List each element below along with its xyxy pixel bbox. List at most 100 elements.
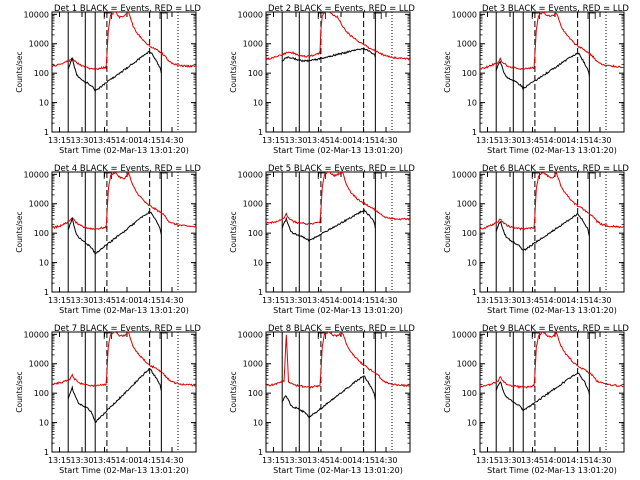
y-tick-label: 1000 (457, 40, 477, 49)
y-tick-label: 100 (34, 229, 49, 238)
x-tick-label: 14:30 (160, 296, 183, 305)
y-axis-label: Counts/sec (229, 211, 238, 252)
x-tick-label: 14:15 (566, 136, 589, 145)
series-lld-line (266, 172, 410, 226)
x-tick-label: 13:30 (498, 296, 521, 305)
x-tick-label: 14:30 (588, 296, 611, 305)
y-tick-label: 100 (248, 229, 263, 238)
x-tick-label: 14:30 (374, 456, 397, 465)
x-axis-label: Start Time (02-Mar-13 13:01:20) (59, 306, 189, 315)
x-tick-label: 13:45 (521, 456, 544, 465)
y-tick-label: 10000 (24, 170, 49, 179)
attenuator-bracket (373, 12, 382, 19)
series-lld-line (266, 332, 410, 389)
y-tick-label: 100 (462, 69, 477, 78)
plot-area (52, 172, 196, 292)
panel-title: Det 2 BLACK = Events, RED = LLD (268, 4, 415, 14)
plot-area (480, 12, 624, 132)
x-tick-label: 13:30 (498, 456, 521, 465)
y-tick-label: 10000 (452, 170, 477, 179)
x-tick-label: 14:00 (543, 296, 566, 305)
y-tick-label: 1 (472, 288, 477, 297)
x-tick-label: 13:45 (93, 296, 116, 305)
attenuator-bracket (317, 332, 326, 339)
x-tick-label: 14:00 (115, 136, 138, 145)
y-tick-label: 1 (44, 288, 49, 297)
x-tick-label: 14:15 (138, 296, 161, 305)
x-axis-label: Start Time (02-Mar-13 13:01:20) (487, 306, 617, 315)
x-tick-label: 14:00 (115, 296, 138, 305)
panel-det-5: Det 5 BLACK = Events, RED = LLD 1 10 100 100… (229, 164, 415, 315)
y-axis-label: Counts/sec (229, 371, 238, 412)
x-axis-label: Start Time (02-Mar-13 13:01:20) (487, 146, 617, 155)
attenuator-bracket (373, 332, 382, 339)
panel-title: Det 3 BLACK = Events, RED = LLD (482, 4, 629, 14)
y-tick-label: 10000 (24, 10, 49, 19)
y-axis-label: Counts/sec (443, 371, 452, 412)
plot-frame (51, 11, 197, 133)
series-events-line (495, 51, 590, 91)
series-events-line (281, 375, 376, 420)
series-lld-line (480, 332, 624, 389)
x-tick-label: 13:15 (476, 136, 499, 145)
y-tick-label: 10000 (452, 330, 477, 339)
panel-title: Det 4 BLACK = Events, RED = LLD (54, 164, 201, 174)
attenuator-bracket (159, 332, 168, 339)
y-axis-label: Counts/sec (443, 211, 452, 252)
x-axis-label: Start Time (02-Mar-13 13:01:20) (273, 146, 403, 155)
x-axis-label: Start Time (02-Mar-13 13:01:20) (273, 306, 403, 315)
x-tick-label: 13:30 (284, 136, 307, 145)
y-tick-label: 10 (467, 99, 477, 108)
y-tick-label: 10 (253, 259, 263, 268)
attenuator-bracket (531, 332, 540, 339)
series-events-line (282, 47, 376, 63)
y-tick-label: 10000 (238, 330, 263, 339)
panel-det-3: Det 3 BLACK = Events, RED = LLD 1 10 100 100… (443, 4, 629, 155)
series-lld-line (52, 12, 196, 71)
attenuator-bracket (103, 332, 112, 339)
y-tick-label: 10 (39, 99, 49, 108)
y-tick-label: 10 (253, 99, 263, 108)
y-axis-label: Counts/sec (443, 51, 452, 92)
x-tick-label: 13:15 (48, 296, 71, 305)
x-axis-label: Start Time (02-Mar-13 13:01:20) (487, 466, 617, 475)
x-tick-label: 14:15 (352, 456, 375, 465)
y-tick-label: 1000 (29, 200, 49, 209)
panel-title: Det 5 BLACK = Events, RED = LLD (268, 164, 415, 174)
x-tick-label: 13:15 (262, 456, 285, 465)
plot-frame (265, 11, 411, 133)
plot-area (52, 332, 196, 452)
x-tick-label: 14:00 (329, 296, 352, 305)
y-tick-label: 100 (462, 389, 477, 398)
plot-frame (265, 331, 411, 453)
series-lld-line (480, 172, 624, 231)
panel-title: Det 9 BLACK = Events, RED = LLD (482, 324, 629, 334)
y-tick-label: 1 (258, 288, 263, 297)
x-tick-label: 14:00 (329, 456, 352, 465)
y-tick-label: 100 (34, 389, 49, 398)
y-tick-label: 1000 (457, 360, 477, 369)
y-tick-label: 10000 (238, 170, 263, 179)
y-tick-label: 1000 (243, 40, 263, 49)
plot-frame (479, 171, 625, 293)
plot-frame (479, 331, 625, 453)
y-tick-label: 1 (472, 128, 477, 137)
x-tick-label: 13:45 (307, 136, 330, 145)
y-tick-label: 10 (39, 419, 49, 428)
plot-area (480, 172, 624, 292)
x-tick-label: 14:15 (352, 296, 375, 305)
series-events-line (495, 371, 590, 412)
y-tick-label: 100 (248, 69, 263, 78)
y-tick-label: 100 (34, 69, 49, 78)
plot-area (266, 12, 410, 132)
attenuator-bracket (531, 172, 540, 179)
plot-frame (51, 171, 197, 293)
x-tick-label: 13:30 (70, 136, 93, 145)
y-tick-label: 100 (248, 389, 263, 398)
series-events-line (67, 368, 162, 424)
x-tick-label: 13:15 (262, 136, 285, 145)
attenuator-bracket (317, 172, 326, 179)
y-tick-label: 1000 (243, 360, 263, 369)
series-lld-line (52, 332, 196, 388)
